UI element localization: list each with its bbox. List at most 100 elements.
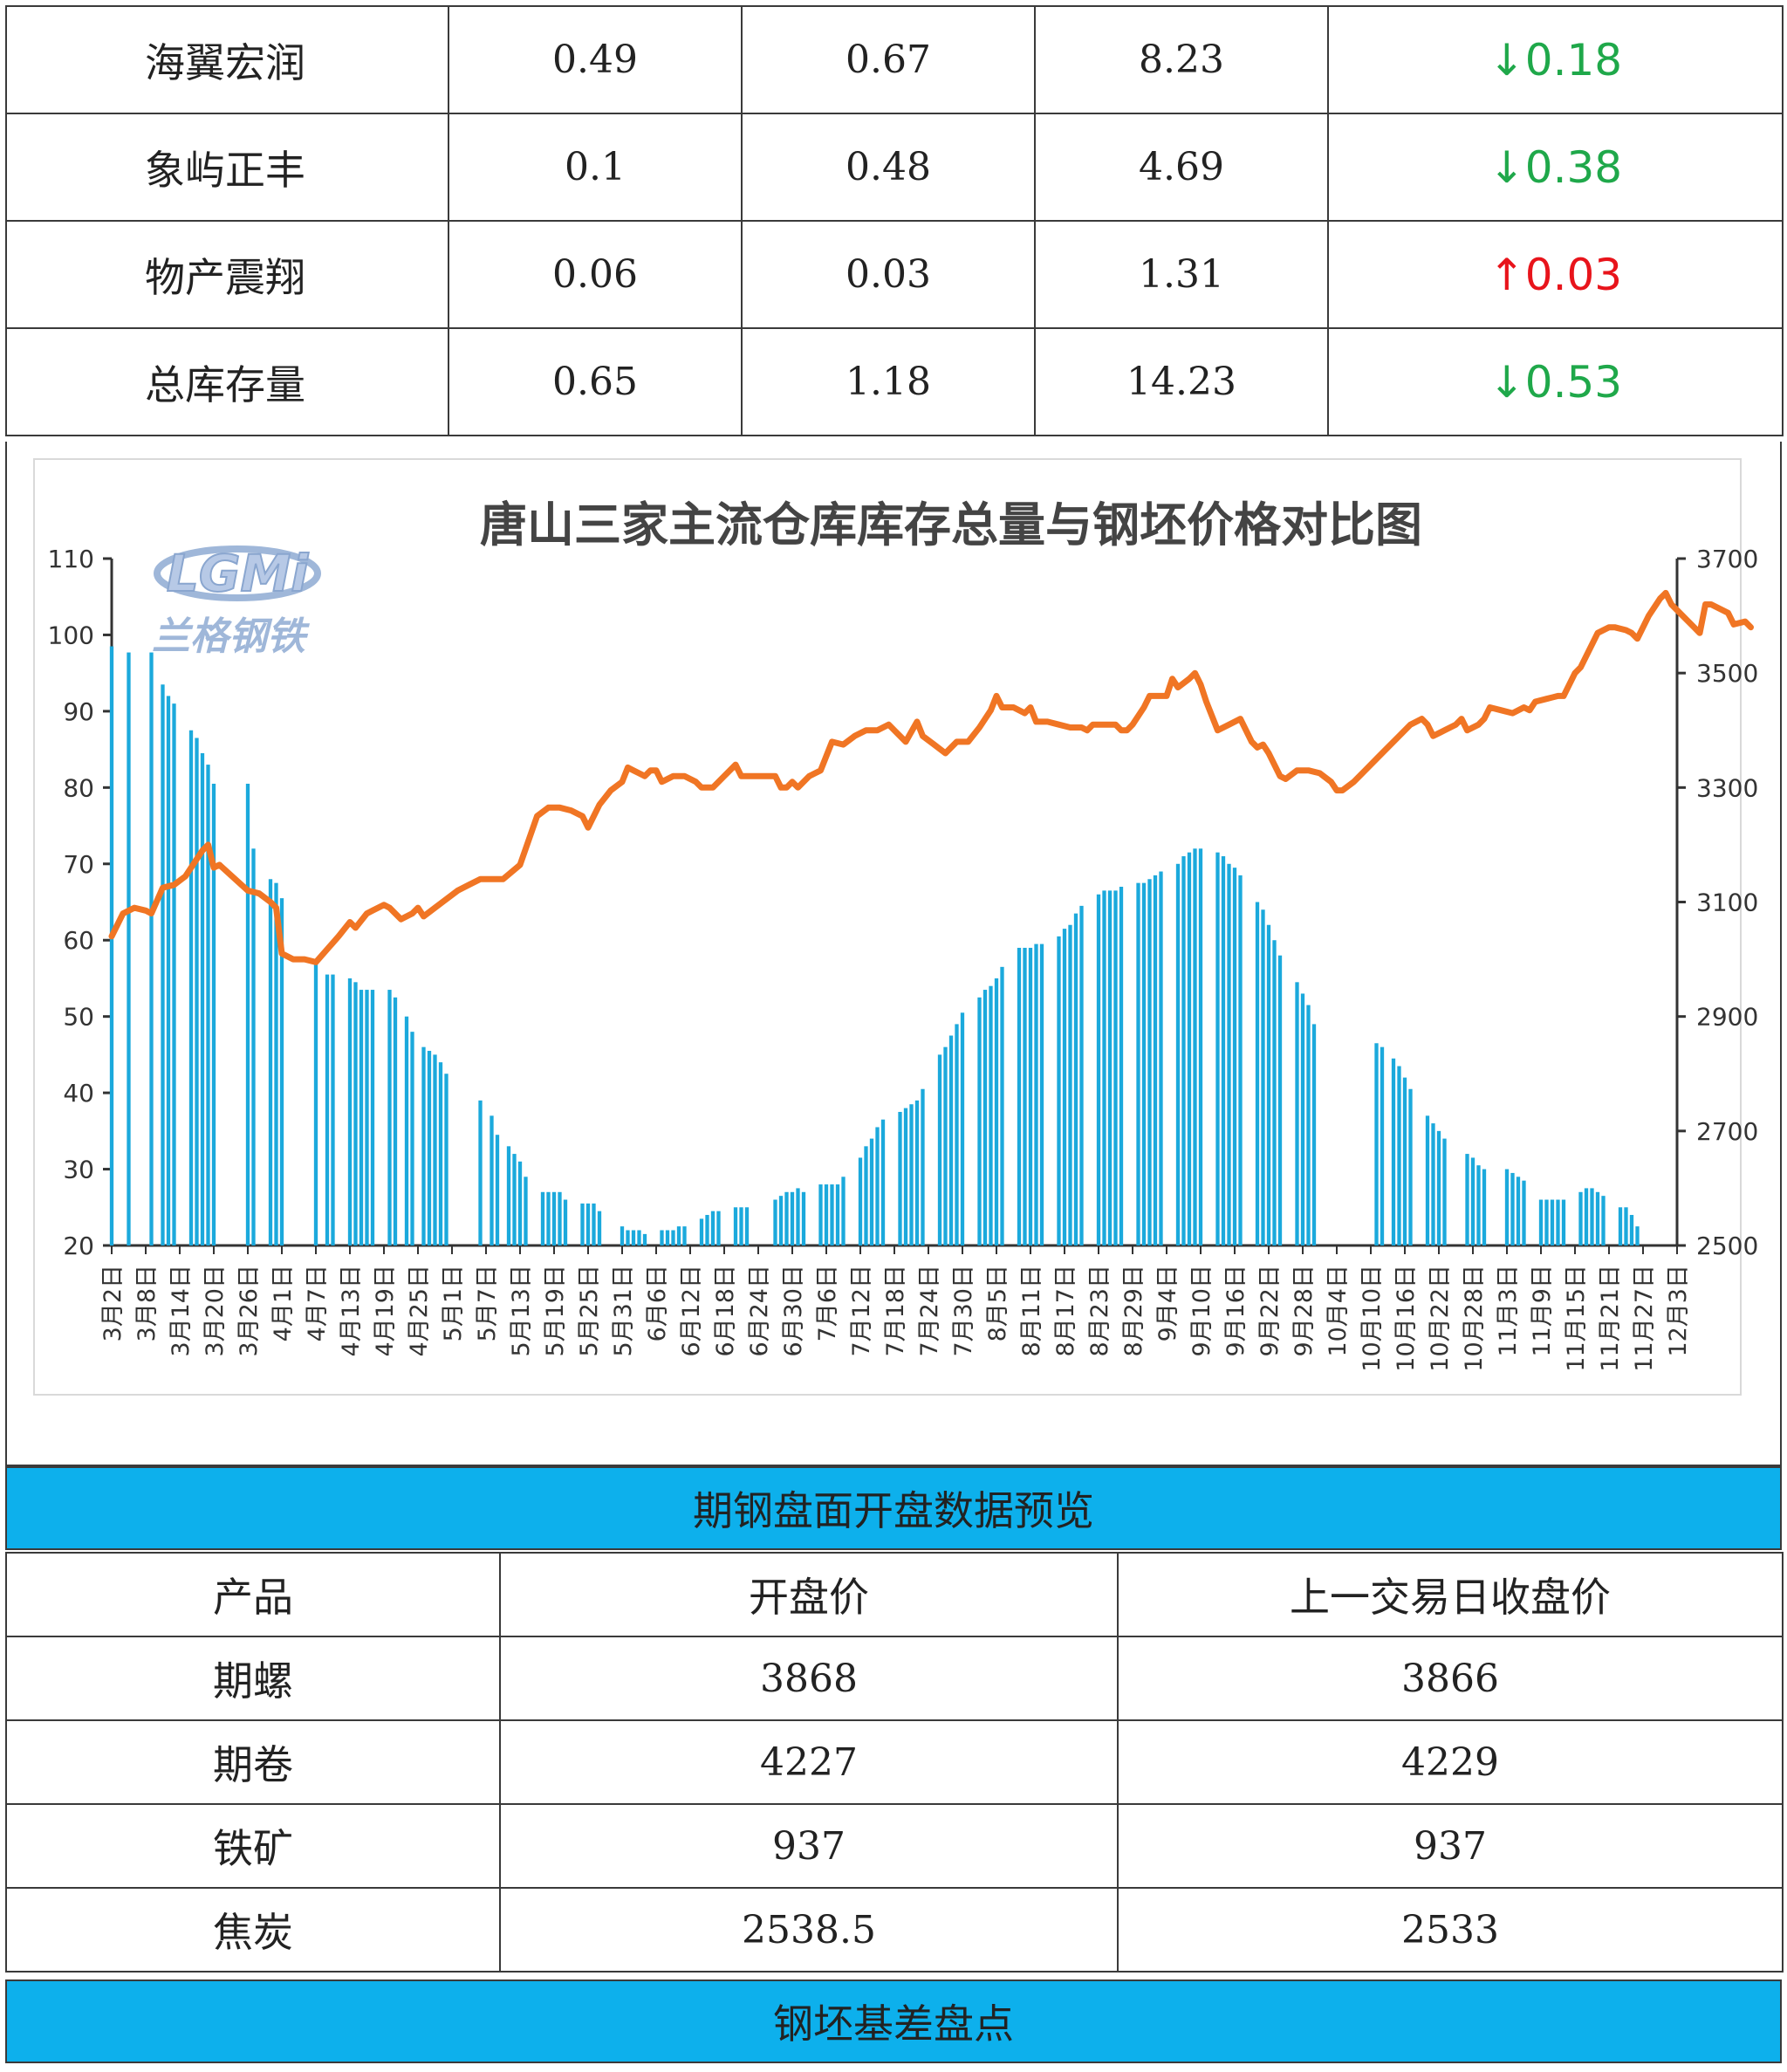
table-row: 期卷 4227 4229 — [5, 1719, 1784, 1805]
futures-section-header: 期钢盘面开盘数据预览 — [5, 1466, 1782, 1550]
right-tick-label: 2900 — [1696, 1003, 1758, 1032]
x-tick-label: 9月22日 — [1256, 1265, 1284, 1357]
x-tick-label: 6月18日 — [712, 1265, 739, 1357]
value-cell: 0.1 — [448, 113, 743, 222]
inventory-bar — [1277, 955, 1283, 1245]
open-price-cell: 937 — [499, 1803, 1119, 1889]
inventory-bar — [778, 1196, 784, 1245]
inventory-bar — [109, 646, 114, 1245]
column-header: 产品 — [5, 1552, 501, 1637]
right-tick-label: 3700 — [1696, 545, 1758, 573]
table-row: 总库存量 0.65 1.18 14.23 ↓0.53 — [5, 327, 1784, 436]
inventory-bar — [705, 1215, 709, 1245]
inventory-bar — [637, 1230, 641, 1245]
inventory-bar — [251, 848, 256, 1245]
inventory-bar — [1550, 1199, 1555, 1245]
inventory-bar — [858, 1157, 863, 1245]
value-cell: 1.18 — [741, 327, 1036, 436]
inventory-bar — [1028, 947, 1033, 1245]
inventory-bar — [1034, 943, 1038, 1245]
inventory-bar — [1073, 913, 1078, 1245]
x-tick-label: 12月3日 — [1665, 1265, 1692, 1357]
x-tick-label: 7月30日 — [950, 1265, 977, 1357]
inventory-bar — [245, 783, 250, 1245]
inventory-bar — [1300, 993, 1305, 1245]
value-cell: 4.69 — [1034, 113, 1329, 222]
x-tick-label: 10月10日 — [1359, 1265, 1386, 1372]
x-tick-label: 6月12日 — [678, 1265, 705, 1357]
prev-close-cell: 937 — [1117, 1803, 1784, 1889]
inventory-bar — [869, 1138, 874, 1245]
x-tick-label: 4月25日 — [406, 1265, 433, 1357]
warehouse-name: 物产震翔 — [5, 220, 449, 329]
inventory-bar — [830, 1184, 834, 1245]
inventory-bar — [1391, 1058, 1396, 1245]
inventory-bar — [427, 1051, 432, 1245]
inventory-bar — [1374, 1043, 1379, 1245]
x-tick-label: 8月17日 — [1052, 1265, 1079, 1357]
inventory-bar — [1476, 1165, 1481, 1245]
inventory-bar — [200, 752, 205, 1245]
inventory-bar — [1442, 1138, 1447, 1245]
inventory-bar — [909, 1104, 914, 1245]
inventory-bar — [733, 1207, 738, 1245]
inventory-bar — [1436, 1130, 1441, 1245]
inventory-bar — [864, 1146, 868, 1245]
x-tick-label: 7月18日 — [882, 1265, 909, 1357]
x-tick-label: 7月12日 — [848, 1265, 875, 1357]
inventory-bar — [1635, 1226, 1640, 1245]
inventory-bar — [353, 982, 358, 1245]
product-cell: 期卷 — [5, 1719, 501, 1805]
inventory-bar — [1039, 943, 1044, 1245]
left-tick-label: 80 — [63, 773, 94, 802]
inventory-bar — [1227, 863, 1231, 1245]
inventory-bar — [365, 990, 369, 1245]
left-tick-label: 100 — [48, 621, 94, 649]
inventory-bar — [1311, 1024, 1317, 1245]
value-cell: 0.48 — [741, 113, 1036, 222]
inventory-bar — [421, 1046, 426, 1245]
futures-table: 产品 开盘价 上一交易日收盘价 期螺 3868 3866 期卷 4227 422… — [5, 1552, 1784, 1973]
inventory-bar — [784, 1191, 789, 1245]
table-row: 铁矿 937 937 — [5, 1803, 1784, 1889]
inventory-bar — [127, 652, 131, 1245]
price-line-path — [108, 589, 1754, 965]
open-price-cell: 4227 — [499, 1719, 1119, 1805]
inventory-bar — [1062, 929, 1067, 1245]
prev-close-cell: 2533 — [1117, 1887, 1784, 1973]
inventory-bar — [478, 1100, 483, 1245]
x-tick-label: 3月2日 — [99, 1265, 127, 1341]
inventory-bar — [585, 1203, 591, 1245]
inventory-bar — [1629, 1215, 1634, 1245]
inventory-bar — [903, 1108, 908, 1245]
prev-close-cell: 4229 — [1117, 1719, 1784, 1805]
inventory-bar — [818, 1184, 823, 1245]
inventory-bar — [1136, 882, 1140, 1245]
inventory-bar — [699, 1218, 704, 1245]
inventory-bar — [739, 1207, 743, 1245]
x-tick-label: 9月28日 — [1291, 1265, 1318, 1357]
inventory-bar — [1068, 924, 1072, 1245]
inventory-bar — [370, 990, 375, 1245]
inventory-bar — [1522, 1180, 1526, 1245]
warehouse-name: 海翼宏润 — [5, 5, 449, 114]
inventory-bar — [563, 1199, 568, 1245]
inventory-bar — [626, 1230, 630, 1245]
x-tick-label: 11月9日 — [1529, 1265, 1556, 1357]
inventory-bar — [1272, 940, 1277, 1245]
x-tick-label: 11月15日 — [1563, 1265, 1590, 1372]
column-header: 上一交易日收盘价 — [1117, 1552, 1784, 1637]
inventory-bar — [313, 963, 318, 1245]
inventory-bar — [671, 1230, 675, 1245]
x-tick-label: 5月7日 — [474, 1265, 501, 1341]
inventory-bar — [347, 978, 353, 1245]
x-tick-label: 5月31日 — [610, 1265, 637, 1357]
value-cell: 14.23 — [1034, 327, 1329, 436]
left-tick-label: 110 — [48, 545, 94, 573]
inventory-bar — [1561, 1199, 1566, 1245]
x-tick-label: 5月19日 — [542, 1265, 569, 1357]
left-tick-label: 50 — [63, 1003, 94, 1032]
inventory-bar — [898, 1111, 902, 1245]
inventory-bar — [921, 1088, 925, 1245]
change-cell: ↓0.38 — [1327, 113, 1784, 222]
